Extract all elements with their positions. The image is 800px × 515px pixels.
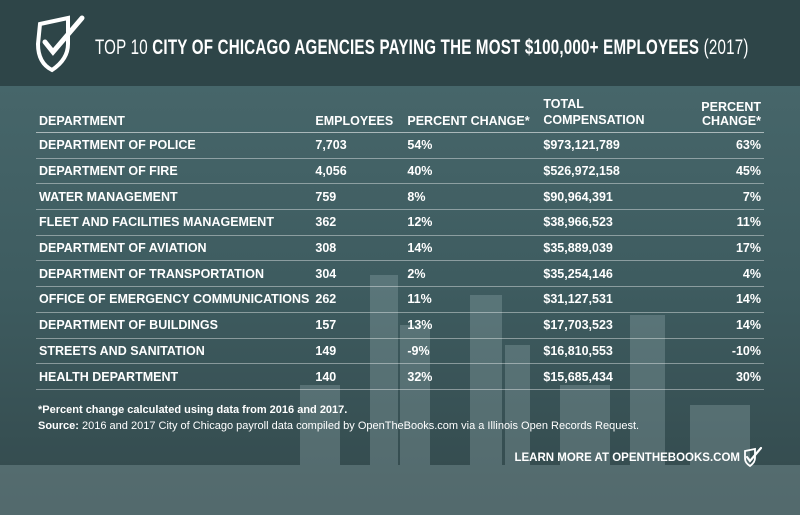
table-cell: 63% (664, 132, 764, 159)
column-header: PERCENT CHANGE* (404, 96, 541, 133)
table-row: OFFICE OF EMERGENCY COMMUNICATIONS 262 11%… (36, 286, 764, 313)
table-cell: 14% (404, 235, 541, 262)
column-header: TOTAL COMPENSATION (540, 96, 665, 133)
title-prefix: TOP 10 (95, 36, 148, 59)
cta-link[interactable]: OPENTHEBOOKS.COM (612, 452, 740, 464)
table-cell: $35,889,039 (540, 235, 665, 262)
source-text: 2016 and 2017 City of Chicago payroll da… (82, 420, 640, 432)
table-cell: 17% (664, 235, 764, 262)
column-header: EMPLOYEES (312, 96, 405, 133)
table-cell: 4% (664, 260, 764, 288)
table-row: FLEET AND FACILITIES MANAGEMENT 362 12% $38… (36, 209, 764, 236)
table-cell: 2% (404, 260, 541, 288)
table-cell: 45% (664, 158, 764, 185)
table-cell: 40% (404, 158, 541, 185)
table-cell: $38,966,523 (540, 209, 665, 236)
table-cell: $15,685,434 (540, 363, 665, 390)
header-band (0, 0, 800, 86)
table-cell: 14% (664, 286, 764, 313)
cta-prefix: LEARN MORE AT (514, 452, 609, 464)
table-cell: 4,056 (312, 158, 405, 185)
title: TOP 10 CITY OF CHICAGO AGENCIES PAYING T… (95, 36, 749, 60)
cta: LEARN MORE AT OPENTHEBOOKS.COM (514, 452, 740, 464)
table-cell: 262 (312, 286, 405, 313)
table-cell: 11% (664, 209, 764, 236)
cta-icon (744, 446, 763, 468)
table-cell: DEPARTMENT OF FIRE (36, 158, 313, 185)
table-row: DEPARTMENT OF AVIATION 308 14% $35,889,039 1… (36, 235, 764, 262)
table-cell: $35,254,146 (540, 260, 665, 288)
table-row: DEPARTMENT OF BUILDINGS 157 13% $17,703,523… (36, 312, 764, 339)
table-cell: 7,703 (312, 132, 405, 159)
table-cell: 140 (312, 363, 405, 390)
title-main: CITY OF CHICAGO AGENCIES PAYING THE MOST… (152, 36, 700, 59)
table-cell: DEPARTMENT OF POLICE (36, 132, 313, 159)
table-cell: -10% (664, 338, 764, 365)
table-cell: 54% (404, 132, 541, 159)
column-header: PERCENT CHANGE* (664, 96, 764, 133)
table-row: STREETS AND SANITATION 149 -9% $16,810,553-… (36, 338, 764, 365)
table-cell: $526,972,158 (540, 158, 665, 185)
table-cell: 157 (312, 312, 405, 339)
table-row: DEPARTMENT OF TRANSPORTATION 304 2% $35,254… (36, 260, 764, 288)
table-row: DEPARTMENT OF FIRE 4,056 40% $526,972,158 45… (36, 158, 764, 185)
data-table: DEPARTMENT EMPLOYEES PERCENT CHANGE* TOTAL … (36, 96, 764, 390)
table-cell: 11% (404, 286, 541, 313)
source-label: Source: (38, 420, 79, 432)
table-cell: DEPARTMENT OF AVIATION (36, 235, 313, 262)
table-cell: $16,810,553 (540, 338, 665, 365)
table-cell: 30% (664, 363, 764, 390)
footnote: *Percent change calculated using data fr… (38, 404, 348, 416)
table-cell: 149 (312, 338, 405, 365)
table-cell: HEALTH DEPARTMENT (36, 363, 313, 390)
table-cell: 13% (404, 312, 541, 339)
table-cell: $973,121,789 (540, 132, 665, 159)
table-cell: OFFICE OF EMERGENCY COMMUNICATIONS (36, 286, 313, 313)
logo-icon (35, 15, 85, 73)
table-cell: $17,703,523 (540, 312, 665, 339)
table-cell: $90,964,391 (540, 183, 665, 211)
table-row: DEPARTMENT OF POLICE 7,703 54% $973,121,789… (36, 132, 764, 159)
table-cell: WATER MANAGEMENT (36, 183, 313, 211)
table-row: HEALTH DEPARTMENT 140 32% $15,685,434 30% (36, 363, 764, 390)
table-cell: 14% (664, 312, 764, 339)
table-cell: 7% (664, 183, 764, 211)
table-cell: -9% (404, 338, 541, 365)
table-cell: 12% (404, 209, 541, 236)
table-cell: 362 (312, 209, 405, 236)
table-cell: DEPARTMENT OF BUILDINGS (36, 312, 313, 339)
table-cell: 308 (312, 235, 405, 262)
table-cell: 759 (312, 183, 405, 211)
table-cell: FLEET AND FACILITIES MANAGEMENT (36, 209, 313, 236)
table-cell: 8% (404, 183, 541, 211)
source: Source: 2016 and 2017 City of Chicago pa… (38, 420, 639, 432)
table-row: WATER MANAGEMENT 759 8% $90,964,391 7% (36, 183, 764, 211)
title-suffix: (2017) (703, 36, 749, 59)
table-cell: 32% (404, 363, 541, 390)
table-cell: DEPARTMENT OF TRANSPORTATION (36, 260, 313, 288)
table-cell: STREETS AND SANITATION (36, 338, 313, 365)
table-cell: $31,127,531 (540, 286, 665, 313)
table-cell: 304 (312, 260, 405, 288)
column-header: DEPARTMENT (36, 96, 313, 133)
